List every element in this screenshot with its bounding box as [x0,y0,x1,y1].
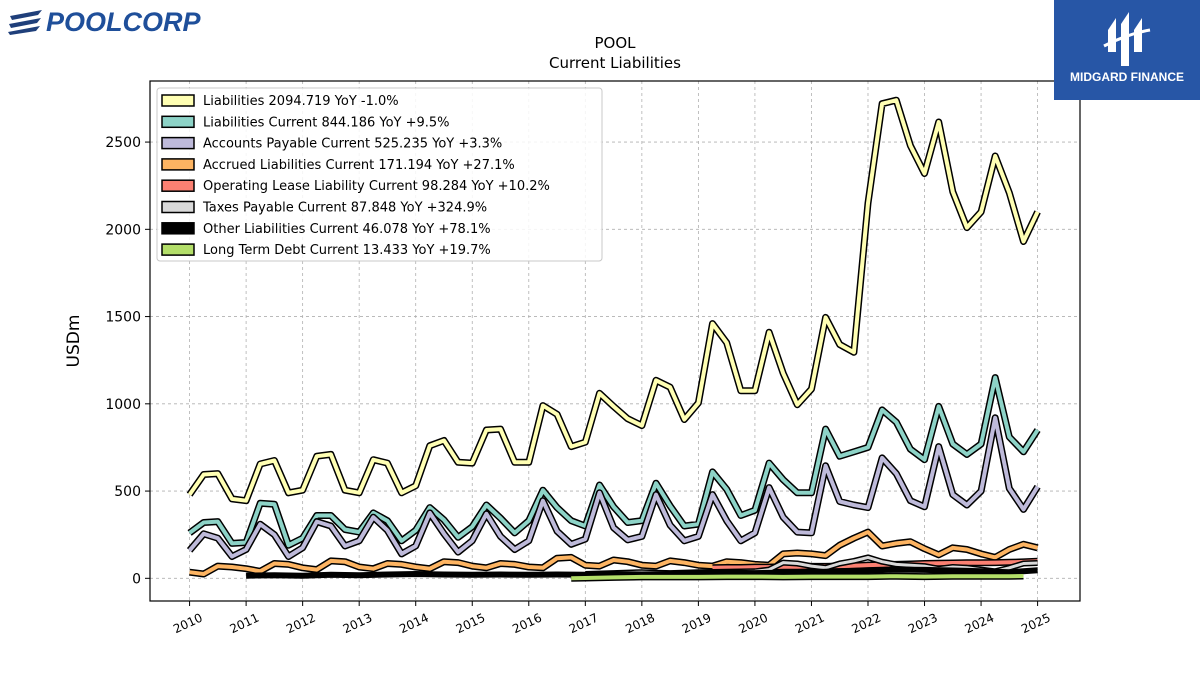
x-tick-label: 2016 [510,611,544,637]
x-tick-label: 2010 [171,611,205,637]
legend-swatch [161,136,195,150]
legend-entry: Liabilities Current 844.186 YoY +9.5% [203,115,450,130]
legend-entry: Accrued Liabilities Current 171.194 YoY … [203,158,515,173]
series-line [189,530,1039,576]
legend: Liabilities 2094.719 YoY -1.0% Liabilitie… [156,87,603,262]
chart-subtitle: Current Liabilities [549,54,681,72]
y-tick-label: 1500 [105,310,141,326]
legend-swatch [161,115,195,129]
x-tick-label: 2023 [906,611,940,637]
legend-entry: Other Liabilities Current 46.078 YoY +78… [203,222,491,237]
series-line [187,98,1040,503]
midgard-logo-text: MIDGARD FINANCE [1070,70,1184,84]
x-tick-label: 2025 [1019,611,1053,637]
legend-swatch [161,200,195,214]
legend-swatch [161,222,195,235]
legend-swatch [161,243,195,256]
y-tick-label: 0 [132,571,141,587]
y-tick-label: 500 [114,484,141,500]
legend-entry: Long Term Debt Current 13.433 YoY +19.7% [203,243,491,258]
legend-swatch [161,94,195,107]
series-line [188,415,1040,559]
x-tick-label: 2014 [397,611,431,637]
y-tick-label: 2000 [105,222,141,238]
midgard-finance-logo: MIDGARD FINANCE [1054,0,1200,100]
x-tick-label: 2024 [963,611,997,637]
poolcorp-logo-text: POOLCORP [46,7,202,37]
x-tick-label: 2012 [284,611,318,637]
plot-frame [149,80,1081,602]
legend-entry: Operating Lease Liability Current 98.284… [203,179,550,194]
x-tick-label: 2020 [736,611,770,637]
y-tick-label: 2500 [105,135,141,151]
chart-title: POOL [594,34,636,52]
midgard-emblem-icon: MIDGARD FINANCE [1070,12,1184,84]
y-tick-label: 1000 [105,397,141,413]
legend-swatch [161,158,195,171]
legend-entry: Taxes Payable Current 87.848 YoY +324.9% [202,201,487,216]
legend-entry: Liabilities 2094.719 YoY -1.0% [203,94,399,109]
x-tick-label: 2017 [567,611,601,637]
series-line [188,375,1040,548]
poolcorp-logo: POOLCORP [8,4,218,38]
x-tick-label: 2015 [454,611,488,637]
series-line [571,574,1024,581]
y-axis-label: USDm [64,315,84,368]
series-lines [186,96,1041,582]
x-tick-label: 2018 [623,611,657,637]
legend-entry: Accounts Payable Current 525.235 YoY +3.… [203,137,502,152]
x-tick-label: 2022 [850,611,884,637]
x-tick-label: 2021 [793,611,827,637]
poolcorp-swoosh-icon: POOLCORP [8,7,202,37]
x-tick-label: 2011 [228,611,262,637]
series-outline [186,414,1041,560]
legend-swatch [161,179,195,192]
legend-box [156,87,603,262]
x-tick-label: 2019 [680,611,714,637]
x-tick-label: 2013 [341,611,375,637]
